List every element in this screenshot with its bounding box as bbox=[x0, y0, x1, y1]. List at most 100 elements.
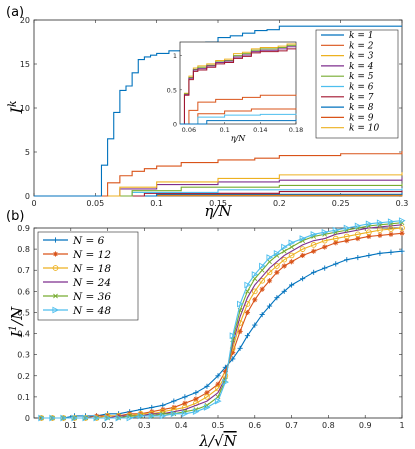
marker-triangle bbox=[310, 231, 318, 238]
marker-triangle bbox=[38, 414, 45, 422]
marker-plus bbox=[344, 257, 350, 263]
inset-frame bbox=[179, 41, 297, 125]
panel-b-legend-box bbox=[37, 231, 139, 321]
inset-xlabel: η/N bbox=[231, 134, 246, 143]
marker-x bbox=[259, 267, 265, 273]
marker-triangle bbox=[71, 414, 79, 422]
marker-triangle bbox=[387, 218, 395, 225]
marker-star bbox=[388, 231, 394, 237]
marker-circle bbox=[299, 246, 306, 252]
marker-triangle bbox=[214, 397, 222, 405]
marker-triangle bbox=[259, 262, 266, 270]
marker-plus bbox=[289, 282, 295, 288]
panel-b-xtick-label: 0.5 bbox=[212, 421, 225, 430]
marker-triangle bbox=[192, 408, 200, 415]
marker-plus bbox=[366, 252, 372, 259]
panel-b-ticks: 0.1 0.2 0.3 0.4 0.5 0.6 0.7 0.8 0.9 1 0 0.1 0.2 0.3 0.… bbox=[17, 224, 404, 430]
marker-circle bbox=[354, 231, 361, 238]
marker-triangle bbox=[354, 222, 362, 230]
marker-plus bbox=[171, 398, 177, 404]
panel-a-legend: k = 1k = 2k = 3k = 4k = 5k = 6k = 7k = 8… bbox=[315, 29, 399, 139]
marker-plus bbox=[322, 265, 328, 271]
marker-plus bbox=[274, 295, 280, 301]
marker-star bbox=[274, 269, 280, 275]
panel-b-ytick-label: 0.4 bbox=[17, 330, 30, 339]
panel-a-ytick-label: 5 bbox=[25, 148, 30, 157]
panel-a-series-line bbox=[34, 25, 402, 197]
marker-plus bbox=[388, 249, 394, 255]
inset-series-line bbox=[180, 46, 296, 125]
marker-plus bbox=[281, 288, 287, 294]
panel-b-legend-entry: N = 36 bbox=[72, 291, 111, 303]
panel-a-ylabel: Ik bbox=[6, 100, 26, 114]
marker-circle bbox=[310, 242, 317, 248]
panel-a-xtick-label: 0.25 bbox=[332, 199, 350, 208]
panel-a-series-line bbox=[34, 172, 403, 197]
marker-circle bbox=[274, 263, 280, 269]
panel-a-legend-entry: k = 1 bbox=[349, 31, 373, 41]
marker-triangle bbox=[244, 281, 252, 289]
panel-a-legend-entry: k = 2 bbox=[349, 41, 374, 51]
marker-circle bbox=[366, 229, 372, 236]
marker-triangle bbox=[237, 300, 244, 308]
marker-plus bbox=[259, 311, 265, 318]
panel-b-ytick-label: 0.6 bbox=[17, 287, 30, 296]
inset-xtick-label: 0.06 bbox=[182, 126, 196, 134]
marker-triangle bbox=[273, 250, 281, 257]
panel-a-ytick-label: 20 bbox=[20, 16, 30, 25]
panel-a-xtick-label: 0.2 bbox=[273, 199, 286, 208]
marker-plus bbox=[300, 276, 306, 282]
marker-triangle bbox=[52, 306, 60, 314]
panel-b-xtick-label: 0.9 bbox=[359, 421, 372, 430]
marker-star bbox=[333, 240, 339, 246]
inset-xtick-label: 0.1 bbox=[219, 126, 229, 134]
panel-a-legend-entry: k = 7 bbox=[349, 93, 374, 103]
panel-b-series bbox=[38, 217, 406, 422]
marker-plus bbox=[377, 250, 383, 256]
panel-a-xlabel: η/N bbox=[204, 202, 232, 220]
panel-a-legend-entry: k = 6 bbox=[349, 83, 374, 93]
marker-plus bbox=[355, 254, 361, 261]
panel-a-xtick-label: 0.1 bbox=[150, 199, 163, 208]
marker-triangle bbox=[376, 219, 384, 227]
marker-triangle bbox=[321, 228, 329, 236]
marker-triangle bbox=[343, 224, 351, 232]
panel-b-ytick-label: 0.5 bbox=[17, 308, 30, 317]
panel-b-ytick-label: 0.8 bbox=[17, 245, 30, 254]
panel-b-xtick-label: 0.7 bbox=[285, 421, 298, 430]
panel-b-xtick-label: 0.6 bbox=[248, 421, 261, 430]
panel-b-ytick-label: 0.1 bbox=[17, 393, 30, 402]
panel-b-label: (b) bbox=[6, 209, 24, 224]
marker-triangle bbox=[281, 243, 288, 251]
marker-star bbox=[289, 259, 295, 265]
marker-triangle bbox=[93, 414, 101, 422]
marker-circle bbox=[204, 394, 210, 400]
marker-triangle bbox=[222, 378, 229, 386]
marker-star bbox=[237, 328, 243, 335]
panel-a-legend-entry: k = 8 bbox=[349, 103, 374, 113]
marker-star bbox=[193, 396, 199, 402]
marker-star bbox=[311, 248, 317, 254]
marker-triangle bbox=[126, 414, 134, 422]
panel-a-inset: 0.06 0.1 0.14 0.18 0 0.5 1 η/N bbox=[167, 41, 303, 143]
panel-a-xtick-label: 0 bbox=[31, 199, 36, 208]
panel-a-legend-entry: k = 9 bbox=[349, 113, 374, 123]
panel-b-xtick-label: 1 bbox=[399, 421, 404, 430]
marker-triangle bbox=[365, 220, 373, 228]
inset-series-line bbox=[180, 43, 296, 125]
marker-triangle bbox=[170, 410, 178, 418]
marker-triangle bbox=[137, 412, 145, 420]
panel-b-series-line bbox=[41, 227, 403, 419]
panel-b-xtick-label: 0.2 bbox=[101, 421, 114, 430]
inset-ytick-label: 1 bbox=[173, 52, 177, 60]
inset-ytick-label: 0 bbox=[173, 121, 177, 129]
marker-star bbox=[366, 233, 372, 240]
marker-star bbox=[52, 251, 59, 257]
panel-a-ytick-label: 15 bbox=[20, 60, 30, 69]
marker-star bbox=[355, 235, 361, 242]
marker-triangle bbox=[266, 254, 274, 261]
marker-star bbox=[244, 309, 251, 316]
marker-plus bbox=[52, 237, 59, 243]
panel-b-ytick-label: 0.7 bbox=[17, 266, 30, 275]
